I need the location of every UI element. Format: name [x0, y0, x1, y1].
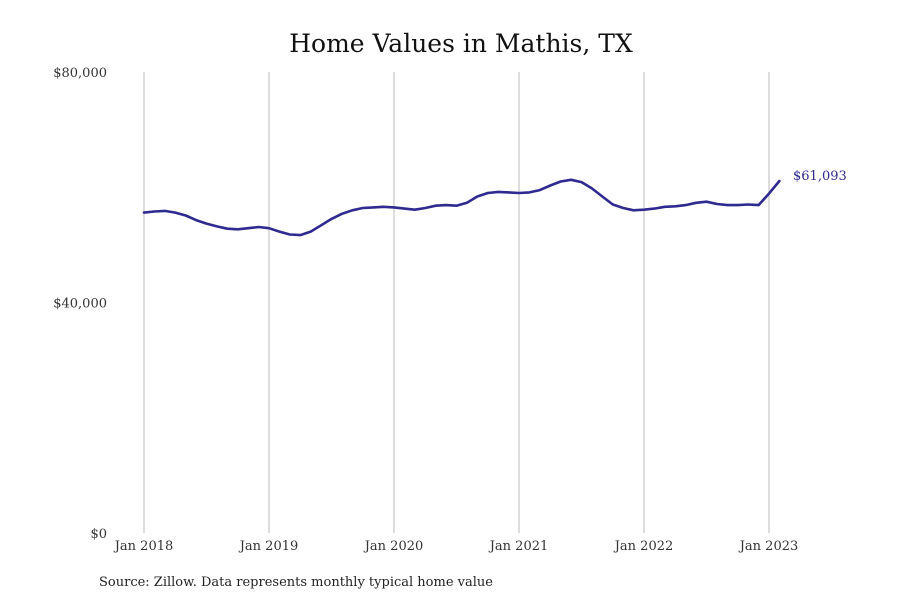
x-tick-label: Jan 2021: [488, 539, 549, 554]
chart-title: Home Values in Mathis, TX: [289, 29, 633, 58]
gridlines: [143, 72, 770, 533]
source-note: Source: Zillow. Data represents monthly …: [99, 575, 493, 590]
x-axis-tick-labels: Jan 2018 Jan 2019 Jan 2020 Jan 2021 Jan 2022…: [113, 539, 799, 554]
x-tick-label: Jan 2019: [238, 539, 299, 554]
y-tick-label: $0: [90, 527, 107, 542]
latest-value-label: $61,093: [793, 169, 847, 184]
y-axis-tick-labels: $0 $40,000 $80,000: [53, 66, 107, 542]
x-tick-label: Jan 2023: [738, 539, 799, 554]
home-value-series-line: [142, 178, 781, 237]
x-tick-label: Jan 2022: [613, 539, 674, 554]
y-tick-label: $40,000: [53, 297, 107, 312]
x-tick-label: Jan 2020: [363, 539, 424, 554]
x-tick-label: Jan 2018: [113, 539, 174, 554]
y-tick-label: $80,000: [53, 66, 107, 81]
